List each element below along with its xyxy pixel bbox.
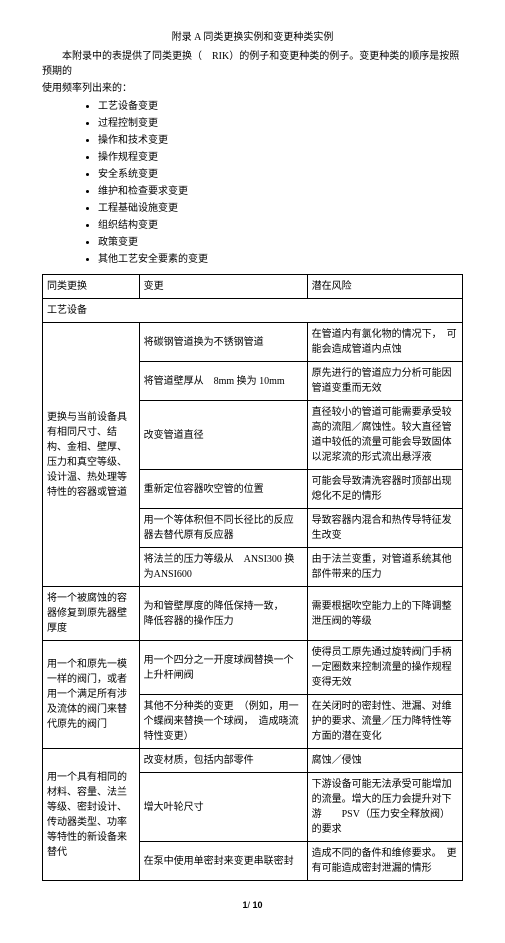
table-cell: 改变管道直径 xyxy=(139,401,307,470)
table-cell: 为和管壁厚度的降低保持一致， 降低容器的操作压力 xyxy=(139,587,307,641)
list-item: 安全系统变更 xyxy=(98,166,463,183)
table-header: 潜在风险 xyxy=(307,275,462,299)
table-section: 工艺设备 xyxy=(43,299,463,323)
list-item: 操作规程变更 xyxy=(98,149,463,166)
table-cell: 使得员工原先通过旋转阀门手柄一定圈数来控制流量的操作规程变得无效 xyxy=(307,641,462,695)
list-item: 政策变更 xyxy=(98,234,463,251)
table-cell: 更换与当前设备具有相同尺寸、结构、金相、壁厚、压力和真空等级、设计温、热处理等特… xyxy=(43,323,140,587)
table-cell: 重新定位容器吹空管的位置 xyxy=(139,470,307,509)
table-section-row: 工艺设备 xyxy=(43,299,463,323)
list-item: 维护和检查要求变更 xyxy=(98,183,463,200)
list-item: 工艺设备变更 xyxy=(98,98,463,115)
list-item: 组织结构变更 xyxy=(98,217,463,234)
table-cell: 由于法兰变重，对管道系统其他部件带来的压力 xyxy=(307,548,462,587)
table-cell: 其他不分种类的变更 （例如，用一个蝶阀来替换一个球阀， 造成晓流特性变更） xyxy=(139,695,307,749)
table-row: 用一个具有相同的材料、容量、法兰等级、密封设计、传动器类型、功率等特性的新设备来… xyxy=(43,749,463,773)
table-header-row: 同类更换 变更 潜在风险 xyxy=(43,275,463,299)
table-cell: 导致容器内混合和热传导特征发生改变 xyxy=(307,509,462,548)
table-cell: 将一个被腐蚀的容器修复到原先器壁厚度 xyxy=(43,587,140,641)
table-cell: 直径较小的管道可能需要承受较高的流阻／腐蚀性。较大直径管道中较低的流量可能会导致… xyxy=(307,401,462,470)
list-item: 操作和技术变更 xyxy=(98,132,463,149)
table-header: 同类更换 xyxy=(43,275,140,299)
table-row: 将一个被腐蚀的容器修复到原先器壁厚度 为和管壁厚度的降低保持一致， 降低容器的操… xyxy=(43,587,463,641)
table-cell: 增大叶轮尺寸 xyxy=(139,773,307,842)
intro-line-1: 本附录中的表提供了同类更换（ RIK）的例子和变更种类的例子。变更种类的顺序是按… xyxy=(42,49,463,79)
list-item: 工程基础设施变更 xyxy=(98,200,463,217)
table-row: 用一个和原先一模一样的阀门，或者用一个满足所有涉及流体的阀门来替代原先的阀门 用… xyxy=(43,641,463,695)
page-number: 1/ 10 xyxy=(42,899,463,913)
table-cell: 将碳钢管道换为不锈钢管道 xyxy=(139,323,307,362)
list-item: 其他工艺安全要素的变更 xyxy=(98,251,463,268)
table-cell: 原先进行的管道应力分析可能因管道变重而无效 xyxy=(307,362,462,401)
table-cell: 在管道内有氯化物的情况下， 可能会造成管道内点蚀 xyxy=(307,323,462,362)
table-cell: 改变材质，包括内部零件 xyxy=(139,749,307,773)
table-header: 变更 xyxy=(139,275,307,299)
table-cell: 将管道壁厚从 8mm 换为 10mm xyxy=(139,362,307,401)
table-cell: 用一个四分之一开度球阀替换一个上升杆闸阀 xyxy=(139,641,307,695)
table-row: 更换与当前设备具有相同尺寸、结构、金相、壁厚、压力和真空等级、设计温、热处理等特… xyxy=(43,323,463,362)
page-title: 附录 A 同类更换实例和变更种类实例 xyxy=(42,30,463,45)
table-cell: 下游设备可能无法承受可能增加的流量。增大的压力会提升对下游 PSV（压力安全释放… xyxy=(307,773,462,842)
table-cell: 用一个和原先一模一样的阀门，或者用一个满足所有涉及流体的阀门来替代原先的阀门 xyxy=(43,641,140,749)
table-cell: 在泵中使用单密封来变更串联密封 xyxy=(139,842,307,881)
table-cell: 用一个等体积但不同长径比的反应器去替代原有反应器 xyxy=(139,509,307,548)
intro-line-2: 使用频率列出来的： xyxy=(42,81,463,96)
list-item: 过程控制变更 xyxy=(98,115,463,132)
table-cell: 需要根据吹空能力上的下降调整泄压阀的等级 xyxy=(307,587,462,641)
changes-table: 同类更换 变更 潜在风险 工艺设备 更换与当前设备具有相同尺寸、结构、金相、壁厚… xyxy=(42,274,463,881)
table-cell: 在关闭时的密封性、泄漏、对维护的要求、流量／压力降特性等方面的潜在变化 xyxy=(307,695,462,749)
table-cell: 用一个具有相同的材料、容量、法兰等级、密封设计、传动器类型、功率等特性的新设备来… xyxy=(43,749,140,881)
table-cell: 将法兰的压力等级从 ANSI300 换为ANSI600 xyxy=(139,548,307,587)
bullet-list: 工艺设备变更 过程控制变更 操作和技术变更 操作规程变更 安全系统变更 维护和检… xyxy=(42,98,463,268)
table-cell: 造成不同的备件和维修要求。 更有可能造成密封泄漏的情形 xyxy=(307,842,462,881)
table-cell: 可能会导致清洗容器时顶部出现熄化不足的情形 xyxy=(307,470,462,509)
table-cell: 腐蚀／侵蚀 xyxy=(307,749,462,773)
